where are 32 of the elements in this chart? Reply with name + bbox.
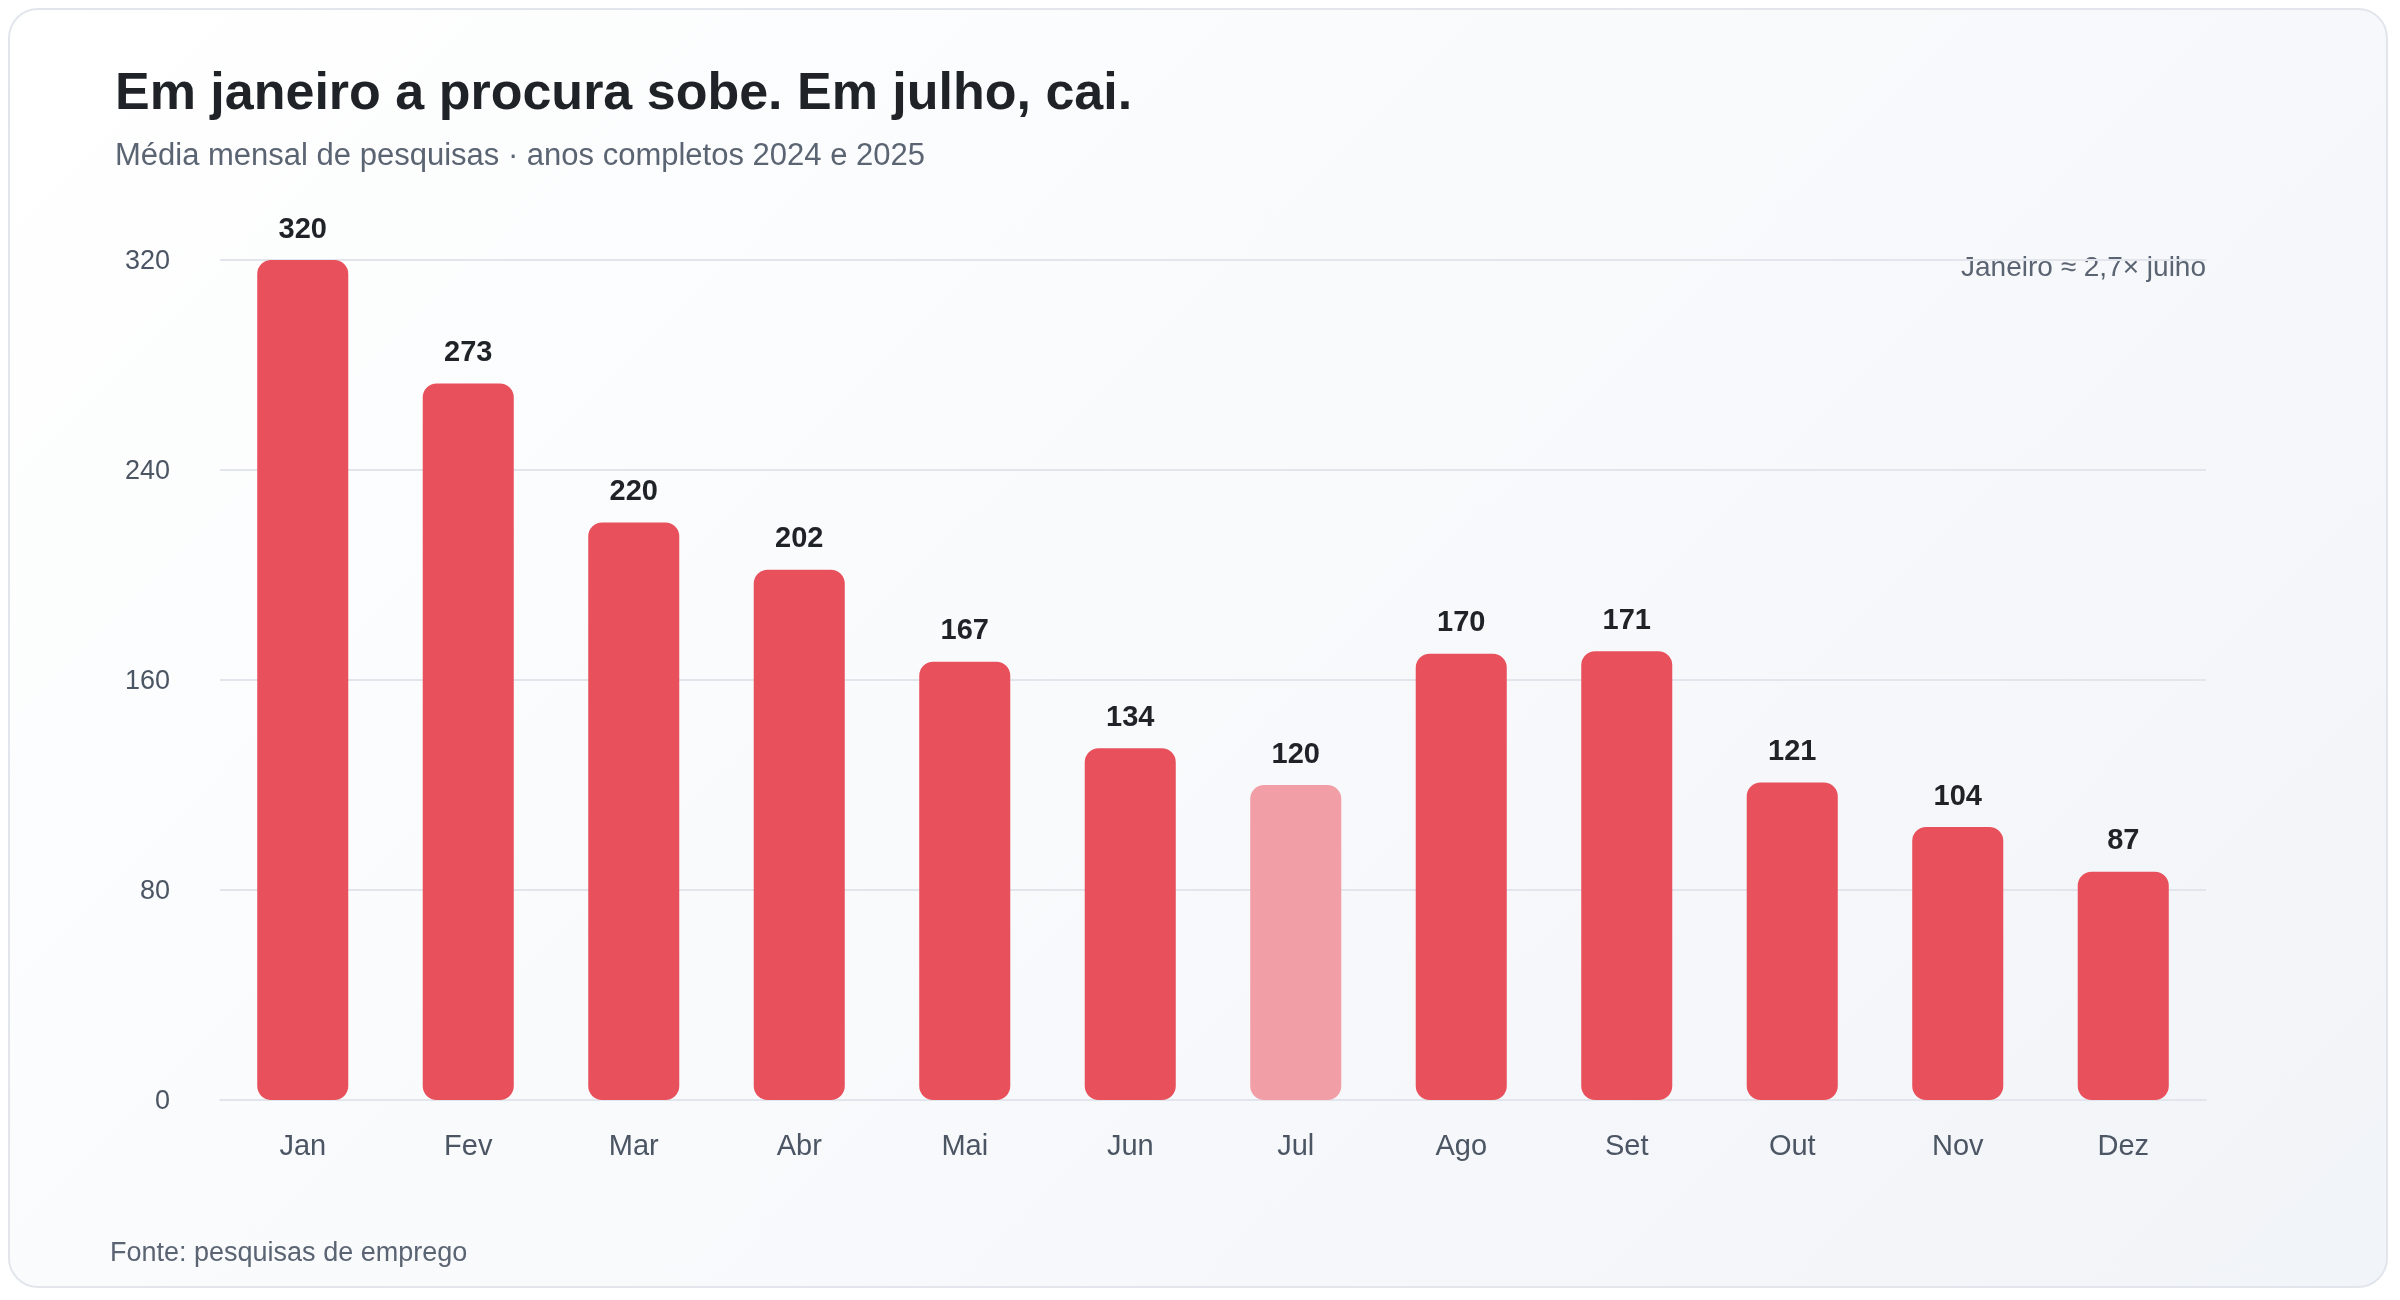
data-label: 273 bbox=[444, 334, 493, 367]
source-note: Fonte: pesquisas de emprego bbox=[110, 1236, 468, 1267]
y-tick-label: 240 bbox=[124, 455, 170, 485]
data-label: 167 bbox=[940, 613, 989, 646]
x-tick-label: Fev bbox=[444, 1128, 493, 1161]
x-tick-label: Ago bbox=[1435, 1128, 1488, 1161]
x-tick-label: Nov bbox=[1931, 1128, 1985, 1161]
data-label: 320 bbox=[278, 211, 327, 244]
y-tick-label: 0 bbox=[154, 1085, 170, 1115]
data-label: 120 bbox=[1271, 736, 1320, 769]
chart-title: Em janeiro a procura sobe. Em julho, cai. bbox=[115, 62, 1133, 120]
x-tick-label: Jan bbox=[279, 1128, 327, 1161]
x-tick-label: Mar bbox=[608, 1128, 660, 1161]
data-label: 220 bbox=[609, 474, 658, 506]
data-label: 104 bbox=[1933, 778, 1982, 811]
chart-subtitle: Média mensal de pesquisas · anos completos 2024 e 2025 bbox=[115, 137, 925, 172]
x-tick-label: Jun bbox=[1106, 1128, 1154, 1161]
data-label: 121 bbox=[1768, 733, 1817, 766]
x-tick-label: Abr bbox=[776, 1128, 823, 1161]
y-tick-label: 80 bbox=[139, 875, 170, 905]
x-tick-label: Jul bbox=[1277, 1128, 1315, 1161]
data-label: 87 bbox=[2107, 823, 2140, 856]
x-tick-label: Out bbox=[1768, 1128, 1816, 1161]
y-tick-label: 160 bbox=[124, 665, 170, 695]
data-label: 171 bbox=[1602, 602, 1651, 635]
x-tick-label: Mai bbox=[941, 1128, 989, 1161]
x-tick-label: Set bbox=[1604, 1128, 1649, 1161]
y-tick-label: 320 bbox=[124, 245, 170, 275]
data-label: 134 bbox=[1106, 699, 1155, 732]
data-label: 170 bbox=[1437, 605, 1486, 638]
data-label: 202 bbox=[775, 521, 824, 554]
x-tick-label: Dez bbox=[2097, 1128, 2150, 1161]
